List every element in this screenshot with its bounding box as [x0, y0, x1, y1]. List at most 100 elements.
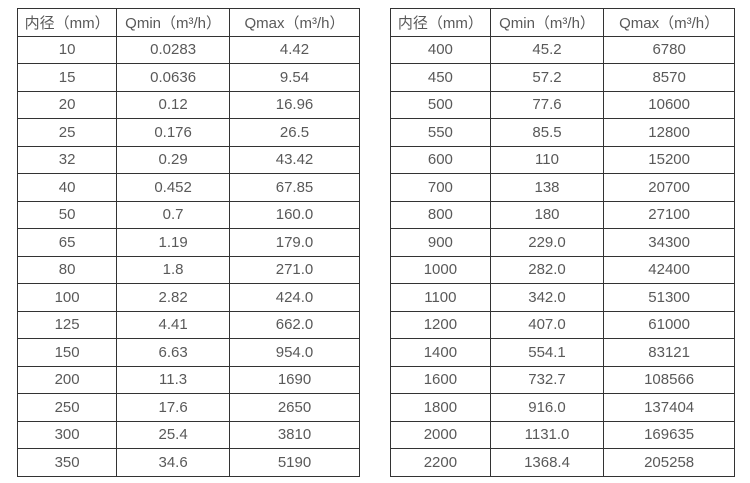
table-cell: 10600 [603, 90, 735, 119]
table-row: 1800 916.0 137404 [390, 393, 735, 422]
table-cell: 1.19 [116, 228, 231, 257]
table-cell: 34300 [603, 228, 735, 257]
table-row: 150 6.63 954.0 [16, 338, 360, 367]
table-cell: 900 [390, 228, 491, 257]
table-cell: 15200 [603, 145, 735, 174]
table-row: 250 17.6 2650 [16, 393, 360, 422]
table-row: 2000 1131.0 169635 [390, 420, 735, 449]
table-cell: 954.0 [229, 338, 360, 367]
table-cell: 662.0 [229, 310, 360, 339]
table-cell: 500 [390, 90, 491, 119]
table-cell: 300 [16, 420, 118, 449]
table-cell: 160.0 [229, 200, 360, 229]
table-cell: 20700 [603, 173, 735, 202]
table-cell: 12800 [603, 118, 735, 147]
table-cell: 50 [16, 200, 118, 229]
table-row: 1400 554.1 83121 [390, 338, 735, 367]
table-cell: 400 [390, 35, 491, 64]
table-row: 1200 407.0 61000 [390, 310, 735, 339]
table-row: 100 2.82 424.0 [16, 283, 360, 312]
table-header-row: 内径（mm） Qmin（m³/h） Qmax（m³/h） [390, 8, 735, 37]
table-cell: 2000 [390, 420, 491, 449]
table-row: 200 11.3 1690 [16, 365, 360, 394]
header-qmax: Qmax（m³/h） [603, 8, 735, 37]
table-cell: 11.3 [116, 365, 231, 394]
header-qmax: Qmax（m³/h） [229, 8, 360, 37]
table-cell: 61000 [603, 310, 735, 339]
table-cell: 282.0 [489, 255, 605, 284]
table-cell: 125 [16, 310, 118, 339]
table-cell: 17.6 [116, 393, 231, 422]
table-cell: 40 [16, 173, 118, 202]
table-cell: 424.0 [229, 283, 360, 312]
table-cell: 229.0 [489, 228, 605, 257]
table-row: 10 0.0283 4.42 [16, 35, 360, 64]
table-row: 700 138 20700 [390, 173, 735, 202]
table-row: 80 1.8 271.0 [16, 255, 360, 284]
table-cell: 550 [390, 118, 491, 147]
table-row: 25 0.176 26.5 [16, 118, 360, 147]
table-row: 1100 342.0 51300 [390, 283, 735, 312]
table-row: 450 57.2 8570 [390, 63, 735, 92]
table-cell: 1131.0 [489, 420, 605, 449]
table-cell: 271.0 [229, 255, 360, 284]
table-cell: 32 [16, 145, 118, 174]
table-cell: 42400 [603, 255, 735, 284]
table-cell: 150 [16, 338, 118, 367]
table-row: 400 45.2 6780 [390, 35, 735, 64]
table-cell: 110 [489, 145, 605, 174]
table-cell: 67.85 [229, 173, 360, 202]
table-row: 1000 282.0 42400 [390, 255, 735, 284]
table-cell: 1000 [390, 255, 491, 284]
table-row: 300 25.4 3810 [16, 420, 360, 449]
table-cell: 25.4 [116, 420, 231, 449]
table-cell: 3810 [229, 420, 360, 449]
table-cell: 916.0 [489, 393, 605, 422]
table-row: 2200 1368.4 205258 [390, 448, 735, 477]
table-cell: 1400 [390, 338, 491, 367]
table-cell: 51300 [603, 283, 735, 312]
header-qmin: Qmin（m³/h） [116, 8, 231, 37]
table-cell: 1.8 [116, 255, 231, 284]
header-qmin: Qmin（m³/h） [489, 8, 605, 37]
table-cell: 600 [390, 145, 491, 174]
table-cell: 16.96 [229, 90, 360, 119]
table-cell: 83121 [603, 338, 735, 367]
table-row: 800 180 27100 [390, 200, 735, 229]
table-row: 900 229.0 34300 [390, 228, 735, 257]
flow-spec-table-small-diameters: 内径（mm） Qmin（m³/h） Qmax（m³/h） 10 0.0283 4.4… [16, 8, 360, 477]
table-cell: 169635 [603, 420, 735, 449]
table-cell: 1800 [390, 393, 491, 422]
table-cell: 25 [16, 118, 118, 147]
table-cell: 407.0 [489, 310, 605, 339]
table-cell: 554.1 [489, 338, 605, 367]
table-row: 350 34.6 5190 [16, 448, 360, 477]
table-cell: 1368.4 [489, 448, 605, 477]
table-cell: 57.2 [489, 63, 605, 92]
table-row: 500 77.6 10600 [390, 90, 735, 119]
table-cell: 0.452 [116, 173, 231, 202]
table-cell: 700 [390, 173, 491, 202]
table-cell: 1100 [390, 283, 491, 312]
table-cell: 1200 [390, 310, 491, 339]
table-row: 65 1.19 179.0 [16, 228, 360, 257]
table-cell: 108566 [603, 365, 735, 394]
table-row: 600 110 15200 [390, 145, 735, 174]
flow-spec-table-large-diameters: 内径（mm） Qmin（m³/h） Qmax（m³/h） 400 45.2 6780… [390, 8, 735, 477]
table-cell: 43.42 [229, 145, 360, 174]
table-cell: 0.0636 [116, 63, 231, 92]
table-row: 1600 732.7 108566 [390, 365, 735, 394]
table-row: 550 85.5 12800 [390, 118, 735, 147]
table-cell: 205258 [603, 448, 735, 477]
table-cell: 0.7 [116, 200, 231, 229]
table-cell: 27100 [603, 200, 735, 229]
table-cell: 34.6 [116, 448, 231, 477]
table-cell: 0.0283 [116, 35, 231, 64]
table-row: 125 4.41 662.0 [16, 310, 360, 339]
table-cell: 0.176 [116, 118, 231, 147]
table-cell: 85.5 [489, 118, 605, 147]
table-cell: 180 [489, 200, 605, 229]
header-inner-diameter: 内径（mm） [390, 8, 491, 37]
table-cell: 6.63 [116, 338, 231, 367]
